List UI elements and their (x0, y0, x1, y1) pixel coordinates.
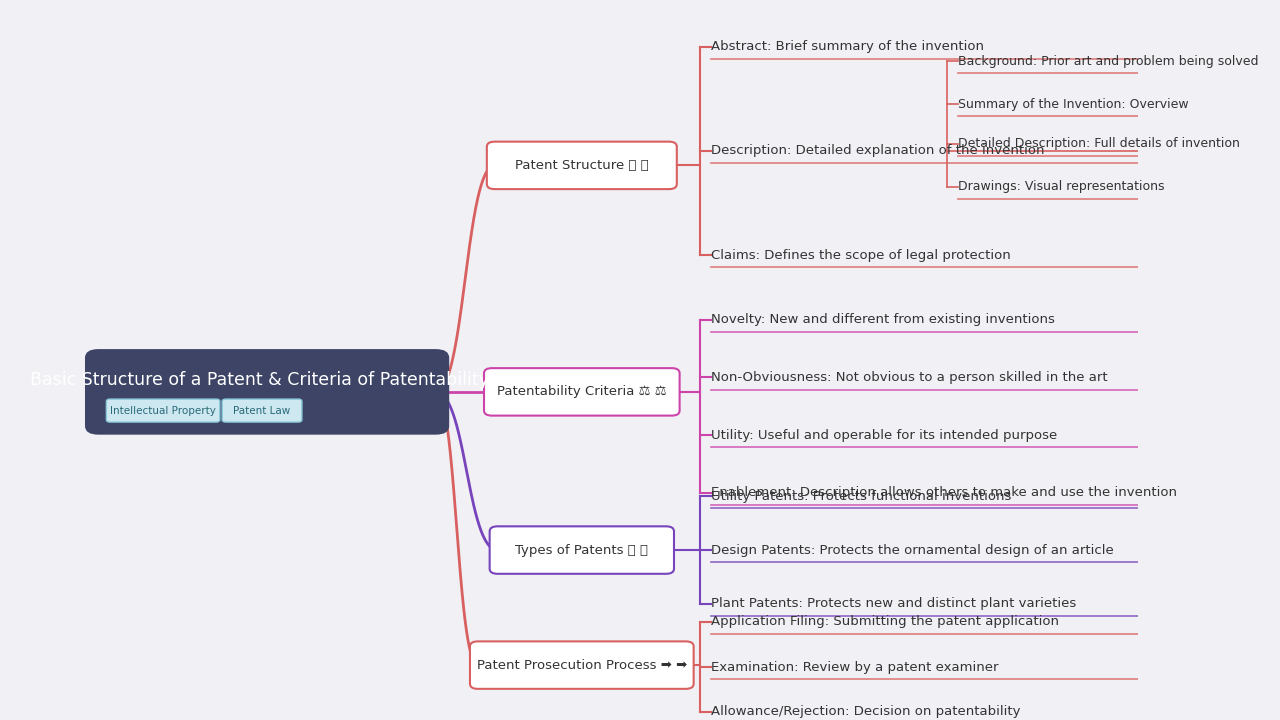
Text: Enablement: Description allows others to make and use the invention: Enablement: Description allows others to… (712, 486, 1178, 499)
Text: Novelty: New and different from existing inventions: Novelty: New and different from existing… (712, 313, 1055, 326)
Text: Utility: Useful and operable for its intended purpose: Utility: Useful and operable for its int… (712, 428, 1057, 441)
Text: Utility Patents: Protects functional inventions: Utility Patents: Protects functional inv… (712, 490, 1011, 503)
Text: Plant Patents: Protects new and distinct plant varieties: Plant Patents: Protects new and distinct… (712, 598, 1076, 611)
Text: Patent Prosecution Process ➡ ➡: Patent Prosecution Process ➡ ➡ (476, 659, 687, 672)
FancyBboxPatch shape (84, 349, 449, 435)
Text: Application Filing: Submitting the patent application: Application Filing: Submitting the paten… (712, 616, 1059, 629)
Text: Patent Structure 📄 📄: Patent Structure 📄 📄 (515, 159, 649, 172)
Text: Abstract: Brief summary of the invention: Abstract: Brief summary of the invention (712, 40, 984, 53)
Text: Summary of the Invention: Overview: Summary of the Invention: Overview (959, 98, 1189, 111)
Text: Allowance/Rejection: Decision on patentability: Allowance/Rejection: Decision on patenta… (712, 706, 1020, 719)
FancyBboxPatch shape (490, 526, 675, 574)
Text: Types of Patents 🌱 🌱: Types of Patents 🌱 🌱 (516, 544, 648, 557)
Text: Design Patents: Protects the ornamental design of an article: Design Patents: Protects the ornamental … (712, 544, 1114, 557)
Text: Basic Structure of a Patent & Criteria of Patentability 📑: Basic Structure of a Patent & Criteria o… (29, 372, 504, 390)
Text: Background: Prior art and problem being solved: Background: Prior art and problem being … (959, 55, 1258, 68)
Text: Detailed Description: Full details of invention: Detailed Description: Full details of in… (959, 138, 1240, 150)
FancyBboxPatch shape (223, 399, 302, 422)
Text: Patentability Criteria ⚖ ⚖: Patentability Criteria ⚖ ⚖ (497, 385, 667, 398)
FancyBboxPatch shape (486, 142, 677, 189)
FancyBboxPatch shape (470, 642, 694, 689)
Text: Intellectual Property: Intellectual Property (110, 405, 216, 415)
Text: Drawings: Visual representations: Drawings: Visual representations (959, 181, 1165, 194)
Text: Non-Obviousness: Not obvious to a person skilled in the art: Non-Obviousness: Not obvious to a person… (712, 371, 1107, 384)
Text: Description: Detailed explanation of the invention: Description: Detailed explanation of the… (712, 145, 1044, 158)
FancyBboxPatch shape (484, 368, 680, 415)
Text: Claims: Defines the scope of legal protection: Claims: Defines the scope of legal prote… (712, 249, 1011, 262)
Text: Patent Law: Patent Law (233, 405, 291, 415)
Text: Examination: Review by a patent examiner: Examination: Review by a patent examiner (712, 661, 998, 674)
FancyBboxPatch shape (106, 399, 220, 422)
